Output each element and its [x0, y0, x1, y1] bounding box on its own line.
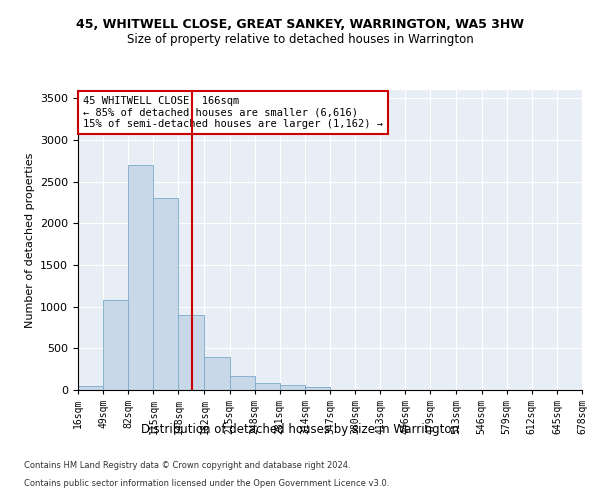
Bar — [178, 315, 203, 390]
Text: Contains public sector information licensed under the Open Government Licence v3: Contains public sector information licen… — [24, 478, 389, 488]
Bar — [254, 382, 280, 390]
Bar — [205, 356, 230, 390]
Bar — [305, 387, 330, 390]
Text: 45, WHITWELL CLOSE, GREAT SANKEY, WARRINGTON, WA5 3HW: 45, WHITWELL CLOSE, GREAT SANKEY, WARRIN… — [76, 18, 524, 30]
Bar — [230, 376, 254, 390]
Text: Size of property relative to detached houses in Warrington: Size of property relative to detached ho… — [127, 32, 473, 46]
Bar — [78, 386, 103, 390]
Text: 45 WHITWELL CLOSE: 166sqm
← 85% of detached houses are smaller (6,616)
15% of se: 45 WHITWELL CLOSE: 166sqm ← 85% of detac… — [83, 96, 383, 129]
Text: Contains HM Land Registry data © Crown copyright and database right 2024.: Contains HM Land Registry data © Crown c… — [24, 461, 350, 470]
Text: Distribution of detached houses by size in Warrington: Distribution of detached houses by size … — [141, 422, 459, 436]
Bar — [280, 385, 305, 390]
Bar — [128, 165, 154, 390]
Bar — [103, 300, 128, 390]
Y-axis label: Number of detached properties: Number of detached properties — [25, 152, 35, 328]
Bar — [154, 198, 178, 390]
